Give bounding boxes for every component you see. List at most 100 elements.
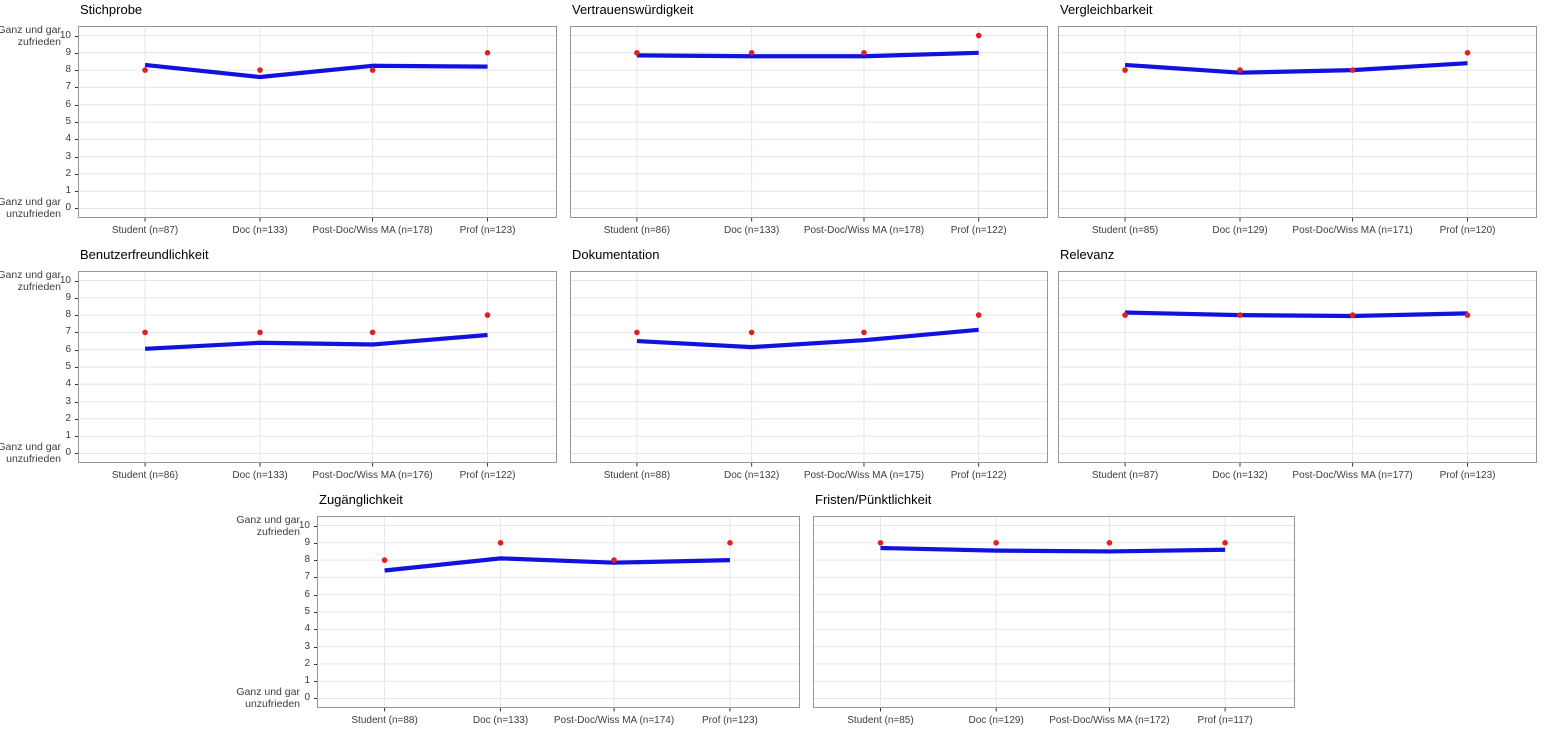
panel-border bbox=[78, 26, 557, 218]
mean-line bbox=[384, 556, 731, 573]
y-tick-label: 2 bbox=[304, 657, 310, 669]
y-axis-tick bbox=[75, 87, 78, 89]
y-axis-label-bottom: Ganz und gar unzufrieden bbox=[0, 441, 61, 466]
x-tick-label: Prof (n=123) bbox=[702, 715, 758, 726]
facet-panel: Relevanz Student (n=87) Doc (n=132) Post-Do… bbox=[1058, 245, 1537, 490]
median-point bbox=[369, 329, 376, 336]
median-point bbox=[1106, 540, 1113, 546]
y-tick-label: 2 bbox=[65, 412, 71, 424]
median-point bbox=[1349, 312, 1356, 318]
y-axis-tick bbox=[75, 297, 78, 299]
median-point bbox=[1464, 312, 1471, 318]
y-tick-label: 6 bbox=[65, 343, 71, 355]
y-tick-label: 6 bbox=[304, 588, 310, 600]
median-point bbox=[257, 67, 263, 73]
panel-border bbox=[1058, 26, 1537, 218]
median-point bbox=[634, 50, 640, 56]
facet-title: Fristen/Pünktlichkeit bbox=[815, 492, 932, 507]
y-tick-label: 10 bbox=[298, 519, 310, 531]
x-tick-label: Student (n=88) bbox=[604, 470, 670, 481]
y-tick-label: 9 bbox=[304, 536, 310, 548]
mean-line bbox=[1124, 61, 1468, 75]
y-axis-tick bbox=[75, 349, 78, 351]
y-tick-label: 1 bbox=[65, 185, 71, 197]
y-axis-tick bbox=[75, 436, 78, 438]
y-axis-tick bbox=[75, 418, 78, 420]
x-tick-label: Student (n=86) bbox=[604, 225, 670, 236]
median-point bbox=[142, 67, 148, 73]
mean-line bbox=[144, 62, 488, 80]
panel-border bbox=[570, 271, 1048, 463]
y-tick-label: 8 bbox=[304, 554, 310, 566]
facet-title: Vertrauenswürdigkeit bbox=[572, 2, 694, 17]
panel-border bbox=[78, 271, 557, 463]
y-tick-label: 3 bbox=[65, 150, 71, 162]
y-axis-label-top: Ganz und gar zufrieden bbox=[0, 268, 61, 293]
median-point bbox=[1237, 312, 1243, 318]
median-point bbox=[877, 540, 884, 546]
median-point bbox=[634, 329, 640, 336]
x-tick-label: Student (n=87) bbox=[1092, 470, 1158, 481]
facet-panel: Dokumentation Student (n=88) Doc (n=132) Po… bbox=[570, 245, 1048, 490]
x-tick-label: Student (n=85) bbox=[1092, 225, 1158, 236]
y-axis-block: 10 9 8 7 6 5 4 3 2 1 0 Ganz und gar zufrieden Ganz un… bbox=[236, 490, 317, 735]
facet-plot: Student (n=85) Doc (n=129) Post-Doc/Wiss M… bbox=[813, 516, 1295, 726]
x-tick-label: Student (n=88) bbox=[351, 715, 417, 726]
y-axis-tick bbox=[314, 525, 317, 527]
facet-plot: Student (n=88) Doc (n=133) Post-Doc/Wiss M… bbox=[317, 516, 800, 726]
panel-border bbox=[813, 516, 1295, 708]
facet-plot: Student (n=87) Doc (n=132) Post-Doc/Wiss M… bbox=[1058, 271, 1537, 481]
median-point bbox=[975, 32, 982, 39]
y-axis-block: 10 9 8 7 6 5 4 3 2 1 0 Ganz und gar zufrieden Ganz un… bbox=[0, 0, 78, 245]
y-axis-tick bbox=[75, 315, 78, 317]
y-axis-tick bbox=[75, 104, 78, 106]
x-tick-label: Doc (n=133) bbox=[232, 225, 287, 236]
x-tick-label: Post-Doc/Wiss MA (n=176) bbox=[312, 470, 432, 481]
facet-plot: Student (n=85) Doc (n=129) Post-Doc/Wiss M… bbox=[1058, 26, 1537, 236]
median-point bbox=[484, 50, 491, 56]
x-tick-label: Doc (n=133) bbox=[232, 470, 287, 481]
facet-plot: Student (n=87) Doc (n=133) Post-Doc/Wiss M… bbox=[78, 26, 557, 236]
panel-border bbox=[570, 26, 1048, 218]
y-axis-tick bbox=[75, 332, 78, 334]
y-tick-label: 1 bbox=[304, 675, 310, 687]
median-point bbox=[381, 557, 388, 563]
x-tick-label: Doc (n=132) bbox=[1212, 470, 1267, 481]
x-tick-label: Prof (n=117) bbox=[1198, 715, 1253, 726]
median-point bbox=[1122, 67, 1128, 73]
median-point bbox=[1122, 312, 1128, 318]
x-tick-label: Post-Doc/Wiss MA (n=178) bbox=[804, 225, 924, 236]
y-axis-tick bbox=[75, 70, 78, 72]
x-tick-label: Student (n=86) bbox=[112, 470, 178, 481]
median-point bbox=[497, 540, 504, 546]
y-tick-label: 10 bbox=[59, 29, 71, 41]
median-point bbox=[975, 312, 982, 318]
y-axis-tick bbox=[314, 663, 317, 665]
median-point bbox=[861, 50, 867, 56]
x-tick-label: Doc (n=133) bbox=[473, 715, 528, 726]
y-axis-tick bbox=[75, 156, 78, 158]
y-axis-block: 10 9 8 7 6 5 4 3 2 1 0 Ganz und gar zufrieden Ganz un… bbox=[0, 245, 78, 490]
x-tick-label: Post-Doc/Wiss MA (n=177) bbox=[1292, 470, 1412, 481]
median-point bbox=[727, 540, 733, 546]
x-tick-label: Prof (n=123) bbox=[460, 225, 516, 236]
y-tick-label: 6 bbox=[65, 98, 71, 110]
y-tick-label: 3 bbox=[304, 640, 310, 652]
y-tick-label: 9 bbox=[65, 46, 71, 58]
y-axis-tick bbox=[314, 594, 317, 596]
facet-title: Relevanz bbox=[1060, 247, 1115, 262]
y-tick-label: 5 bbox=[65, 361, 71, 372]
facet-panel: Stichprobe Student (n=87) Doc (n=133) Post-… bbox=[78, 0, 557, 245]
x-tick-label: Student (n=85) bbox=[847, 715, 913, 726]
median-point bbox=[142, 329, 148, 336]
y-axis-tick bbox=[75, 35, 78, 37]
y-axis-tick bbox=[314, 681, 317, 683]
median-point bbox=[611, 557, 617, 563]
facet-title: Dokumentation bbox=[572, 247, 660, 262]
y-axis-tick bbox=[314, 629, 317, 631]
facet-panel: Zugänglichkeit Student (n=88) Doc (n=133) P… bbox=[317, 490, 800, 735]
mean-line bbox=[636, 50, 979, 59]
y-axis-label-bottom: Ganz und gar unzufrieden bbox=[236, 686, 300, 711]
y-axis-tick bbox=[75, 453, 78, 455]
x-tick-label: Doc (n=133) bbox=[724, 225, 779, 236]
